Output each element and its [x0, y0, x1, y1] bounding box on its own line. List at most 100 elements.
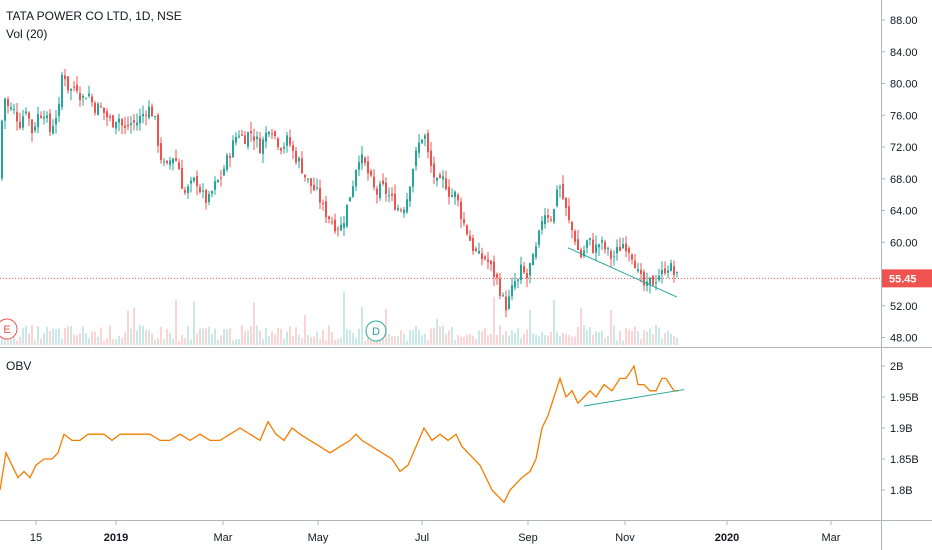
candle-body [586, 240, 588, 248]
candle-body [154, 116, 156, 118]
volume-bar [484, 328, 486, 345]
candle-body [76, 84, 78, 91]
price-tick-label: 76.00 [890, 110, 918, 122]
candle-body [7, 99, 9, 107]
volume-bar [268, 336, 270, 345]
volume-bar [163, 339, 165, 345]
volume-bar [31, 325, 33, 345]
volume-bar [625, 328, 627, 345]
price-trendline [567, 247, 678, 298]
volume-bar [64, 328, 66, 345]
candle-body [577, 239, 579, 251]
volume-bar [637, 331, 639, 345]
candle-body [133, 120, 135, 123]
candle-body [127, 124, 129, 127]
volume-bar [463, 336, 465, 345]
volume-bar [193, 301, 195, 345]
volume-bar [151, 333, 153, 345]
volume-bar [424, 333, 426, 345]
candle-body [505, 296, 507, 311]
candle-body [328, 216, 330, 220]
candle-body [280, 148, 282, 151]
volume-bar [562, 333, 564, 345]
candle-body [433, 163, 435, 178]
obv-legend: OBV [6, 359, 32, 373]
volume-bar [262, 339, 264, 345]
volume-bar [178, 340, 180, 345]
candle-body [583, 250, 585, 257]
candle-body [235, 136, 237, 143]
volume-bar [670, 333, 672, 345]
candle-body [562, 183, 564, 199]
obv-line [0, 364, 678, 504]
volume-bar [391, 336, 393, 345]
volume-bar [628, 329, 630, 345]
candle-body [97, 103, 99, 116]
volume-bar [94, 331, 96, 345]
candle-body [379, 183, 381, 198]
candle-body [556, 189, 558, 207]
volume-bar [439, 326, 441, 345]
volume-bar [634, 326, 636, 345]
volume-bar [457, 335, 459, 345]
volume-bar [541, 331, 543, 345]
volume-bar [124, 332, 126, 345]
volume-bar [295, 327, 297, 345]
x-tick-label: 2020 [715, 532, 739, 544]
volume-bar [79, 332, 81, 345]
volume-bar [448, 330, 450, 345]
price-tick-label: 48.00 [890, 333, 918, 345]
volume-bar [322, 329, 324, 345]
volume-bar [604, 338, 606, 345]
volume-bar [208, 326, 210, 345]
volume-bar [469, 334, 471, 345]
candle-body [637, 269, 639, 272]
volume-bar [52, 328, 54, 345]
volume-bar [145, 329, 147, 345]
x-tick-label: Mar [822, 532, 841, 544]
candle-body [373, 176, 375, 188]
volume-bar [511, 330, 513, 345]
candle-body [157, 115, 159, 146]
volume-bar [130, 328, 132, 345]
candle-body [460, 201, 462, 220]
earnings-marker [0, 318, 18, 340]
chart-title: TATA POWER CO LTD, 1D, NSE [6, 9, 182, 23]
candle-body [172, 158, 174, 164]
volume-bar [631, 330, 633, 345]
volume-bar [259, 330, 261, 345]
candle-body [547, 215, 549, 218]
last-price-tag [882, 269, 932, 288]
candle-body [394, 193, 396, 210]
volume-bar [568, 335, 570, 345]
candle-body [649, 277, 651, 285]
volume-bar [247, 330, 249, 345]
candle-body [64, 75, 66, 80]
candle-body [343, 223, 345, 228]
candle-body [112, 115, 114, 128]
candle-body [487, 259, 489, 262]
earnings-marker-label: E [3, 324, 10, 336]
volume-bar [520, 338, 522, 345]
candle-body [265, 132, 267, 142]
volume-bar [106, 338, 108, 345]
candle-body [31, 119, 33, 134]
volume-bar [565, 333, 567, 345]
candle-body [622, 244, 624, 249]
candle-body [136, 122, 138, 126]
volume-bar [364, 340, 366, 345]
volume-bar [85, 333, 87, 345]
volume-bar [226, 329, 228, 345]
volume-bar [256, 325, 258, 345]
candle-body [316, 187, 318, 189]
obv-tick-label: 1.8B [890, 485, 913, 497]
volume-bar [433, 328, 435, 345]
volume-bar [367, 338, 369, 345]
candle-body [1, 120, 3, 179]
candle-body [28, 112, 30, 119]
volume-bar [532, 333, 534, 345]
candle-body [247, 132, 249, 147]
candle-body [190, 180, 192, 184]
candle-body [13, 109, 15, 111]
